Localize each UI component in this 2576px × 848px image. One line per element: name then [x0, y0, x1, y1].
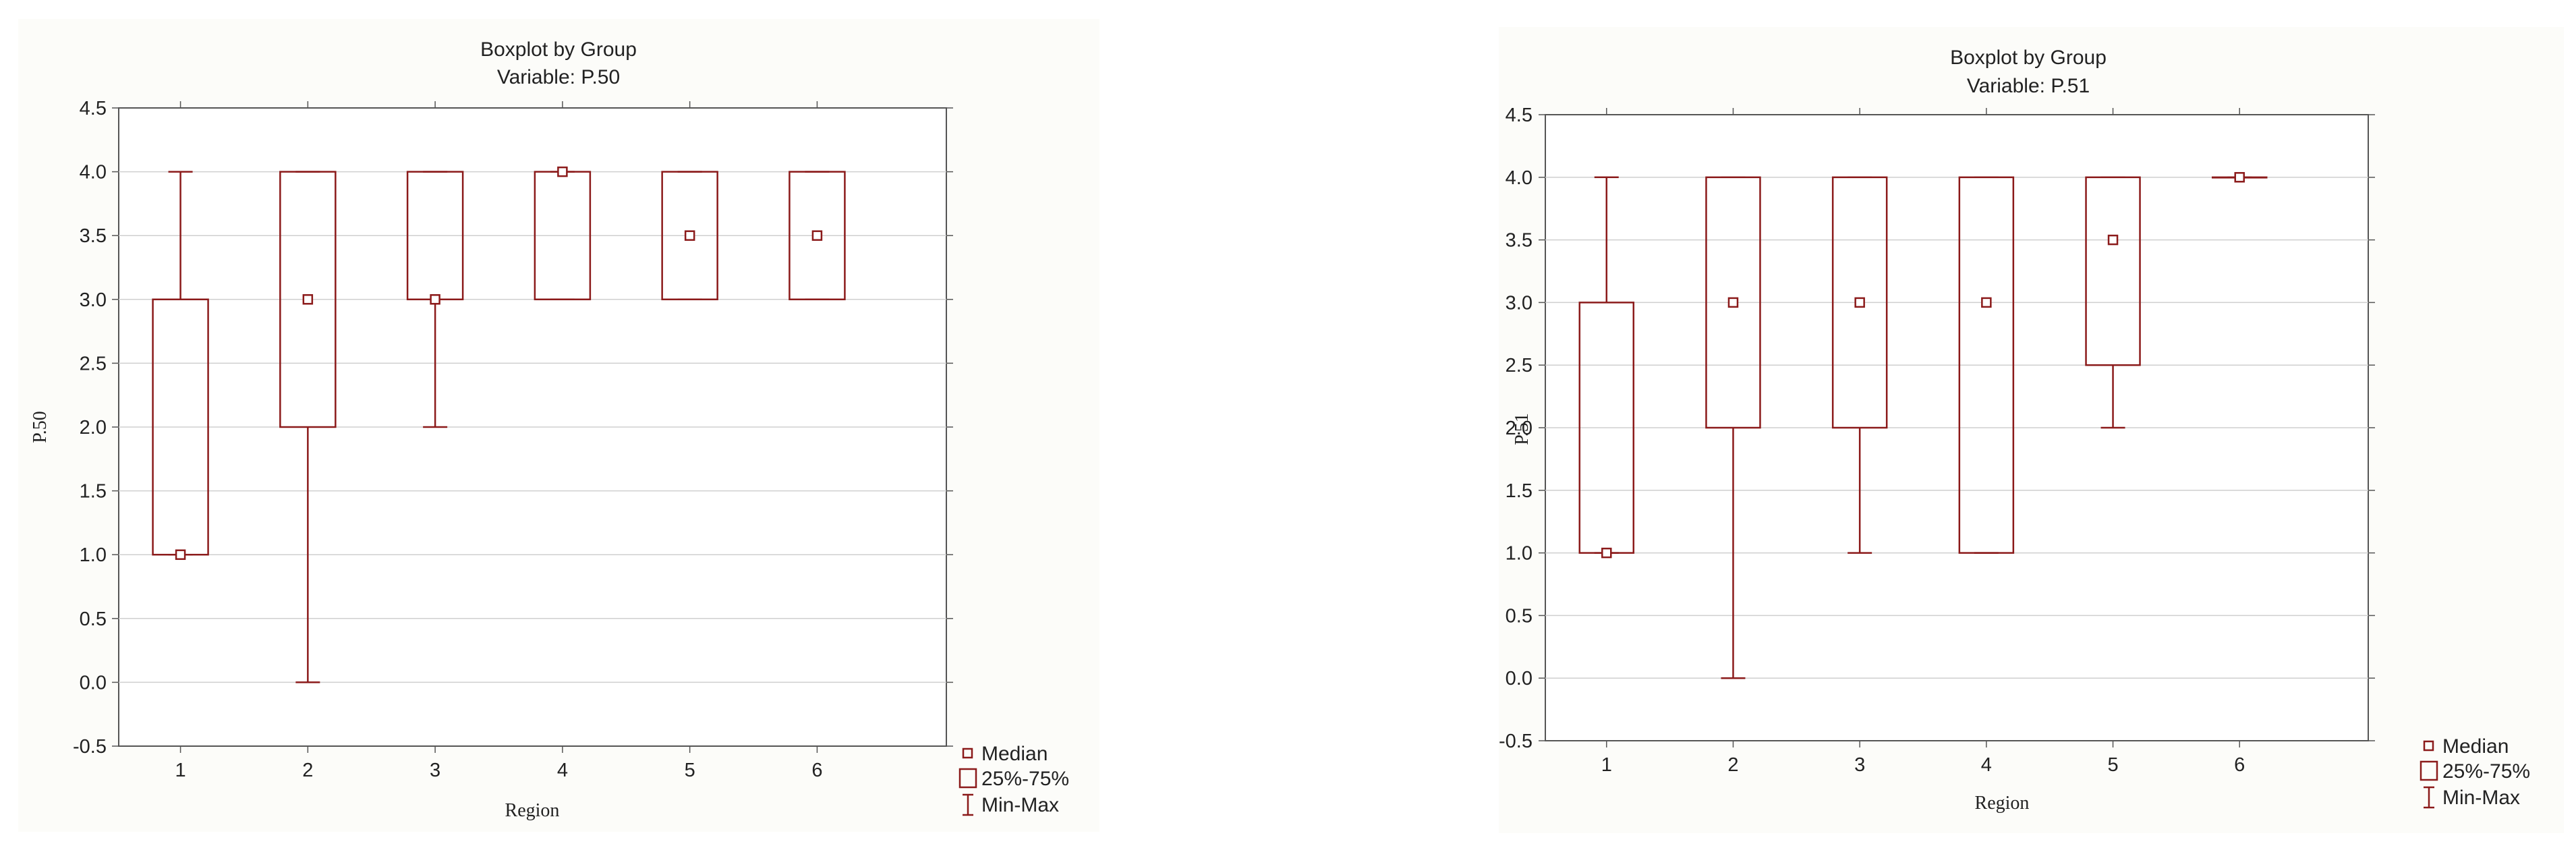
y-tick-label: 3.0 [1506, 292, 1533, 314]
y-tick-label: 1.0 [80, 544, 107, 566]
legend-box-marker [958, 768, 977, 789]
chart-subtitle: Variable: P.51 [1967, 75, 2090, 97]
x-axis-label: Region [1975, 793, 2030, 814]
y-tick-label: 2.0 [80, 417, 107, 439]
y-tick-label: 2.0 [1506, 418, 1533, 439]
y-tick-label: 4.5 [1506, 105, 1533, 126]
y-tick-label: 4.5 [80, 98, 107, 119]
iqr-box [2085, 176, 2141, 366]
chart-subtitle: Variable: P.50 [497, 66, 620, 88]
median-marker [1981, 297, 1992, 308]
median-marker [684, 230, 695, 241]
x-tick-label: 4 [557, 760, 568, 781]
legend: Median 25%-75% Min-Max [2420, 735, 2530, 809]
legend-median-marker [2423, 740, 2434, 752]
y-tick-label: 0.5 [80, 609, 107, 630]
y-tick-label: 4.0 [80, 162, 107, 183]
y-tick-label: 4.0 [1506, 167, 1533, 189]
y-tick-label: -0.5 [1499, 731, 1533, 752]
legend-box-label: 25%-75% [2442, 760, 2530, 783]
x-tick-label: 6 [811, 760, 822, 781]
chart-title: Boxplot by Group [1950, 47, 2107, 69]
median-marker [1854, 297, 1865, 308]
iqr-box [279, 171, 337, 428]
y-tick-label: 2.5 [1506, 355, 1533, 376]
median-marker [302, 294, 314, 305]
x-axis-label: Region [505, 800, 560, 821]
y-tick-label: 0.0 [1506, 668, 1533, 689]
median-marker [175, 549, 186, 560]
x-tick-label: 5 [2107, 754, 2118, 776]
iqr-box [1831, 176, 1888, 429]
y-tick-label: 3.5 [1506, 230, 1533, 252]
x-tick-label: 5 [685, 760, 695, 781]
x-tick-label: 6 [2234, 754, 2245, 776]
x-tick-label: 1 [175, 760, 186, 781]
median-marker [2107, 234, 2119, 246]
median-marker [557, 166, 568, 177]
x-tick-label: 2 [302, 760, 313, 781]
y-tick-label: 3.0 [80, 289, 107, 311]
median-marker [1727, 297, 1739, 308]
iqr-box [789, 171, 846, 301]
y-tick-label: 3.5 [80, 225, 107, 247]
x-tick-label: 1 [1601, 754, 1612, 776]
legend-minmax-label: Min-Max [2442, 787, 2520, 809]
y-tick-label: 1.0 [1506, 543, 1533, 565]
legend-box-label: 25%-75% [981, 768, 1069, 790]
median-marker [430, 294, 440, 305]
chart-title: Boxplot by Group [480, 38, 637, 61]
legend-median-label: Median [981, 743, 1048, 765]
legend-median-marker [962, 747, 973, 759]
y-tick-label: 0.0 [80, 672, 107, 694]
y-tick-label: 1.5 [1506, 480, 1533, 502]
legend-median-label: Median [2442, 735, 2509, 758]
x-tick-label: 4 [1981, 754, 1992, 776]
median-marker [2234, 172, 2245, 183]
x-tick-label: 2 [1727, 754, 1738, 776]
legend-minmax-marker [963, 793, 973, 816]
legend: Median 25%-75% Min-Max [958, 743, 1069, 816]
legend-minmax-label: Min-Max [981, 794, 1059, 816]
x-tick-label: 3 [1854, 754, 1865, 776]
y-axis-label: P.51 [1512, 413, 1533, 445]
y-tick-label: 2.5 [80, 353, 107, 374]
y-tick-label: 0.5 [1506, 605, 1533, 627]
y-tick-label: -0.5 [73, 736, 107, 758]
legend-minmax-marker [2424, 786, 2434, 809]
x-tick-label: 3 [430, 760, 440, 781]
y-tick-label: 1.5 [80, 481, 107, 503]
iqr-box [661, 171, 718, 301]
legend-box-marker [2420, 760, 2438, 781]
median-marker [811, 230, 823, 241]
iqr-box [1705, 176, 1761, 429]
y-axis-label: P.50 [30, 411, 51, 443]
iqr-box [1958, 176, 2015, 554]
median-marker [1601, 547, 1612, 559]
